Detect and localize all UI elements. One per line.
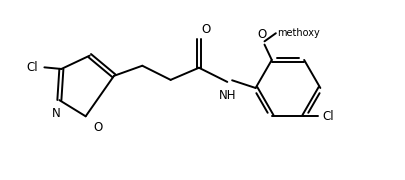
Text: Cl: Cl: [322, 109, 333, 123]
Text: O: O: [257, 28, 266, 40]
Text: methoxy: methoxy: [277, 28, 320, 38]
Text: NH: NH: [219, 89, 236, 102]
Text: Cl: Cl: [27, 61, 38, 74]
Text: O: O: [201, 23, 210, 36]
Text: O: O: [93, 121, 102, 134]
Text: N: N: [51, 107, 60, 120]
